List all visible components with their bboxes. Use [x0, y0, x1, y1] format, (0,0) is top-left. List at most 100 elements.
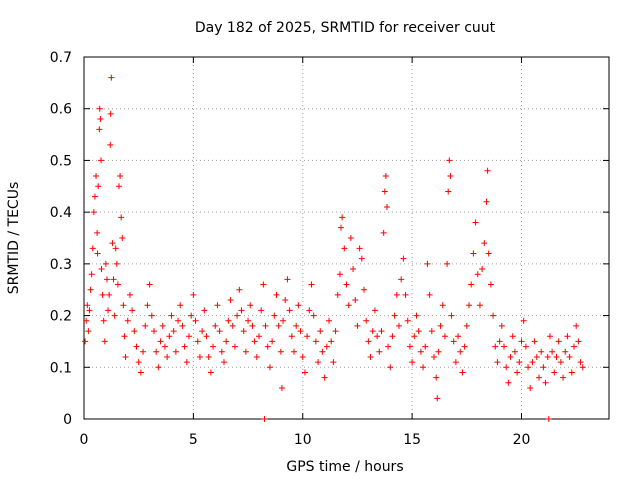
data-point	[525, 364, 532, 371]
data-point	[435, 348, 442, 355]
data-point	[88, 271, 95, 278]
data-point	[291, 348, 297, 355]
data-point	[406, 343, 413, 350]
data-point	[428, 328, 435, 335]
data-point	[374, 333, 381, 340]
data-point	[299, 353, 306, 360]
data-point	[95, 183, 102, 190]
data-point	[177, 302, 184, 309]
data-point	[146, 281, 153, 288]
data-point	[494, 359, 501, 366]
data-point	[398, 276, 405, 283]
y-tick-label: 0.6	[50, 102, 72, 118]
data-point	[553, 353, 560, 360]
data-point	[103, 276, 110, 283]
data-point	[339, 214, 346, 221]
data-point	[183, 359, 190, 366]
data-point	[256, 333, 262, 340]
data-point	[345, 302, 352, 309]
axis-ticks: 0 0.1 0.2 0.3 0.4 0.5 0.6 0.7 0 5 10 15 20	[50, 50, 609, 448]
data-point	[529, 359, 536, 366]
data-point	[573, 322, 580, 329]
data-point	[269, 338, 276, 345]
y-axis-title: SRMTID / TECUs	[6, 182, 22, 295]
data-point	[301, 369, 308, 376]
data-point	[385, 343, 392, 350]
data-point	[97, 116, 104, 123]
data-point	[192, 317, 199, 324]
data-point	[367, 353, 374, 360]
data-point	[555, 338, 562, 345]
data-point	[168, 312, 175, 319]
data-point	[533, 353, 540, 360]
data-point	[579, 364, 586, 371]
data-point	[496, 338, 503, 345]
data-point	[261, 416, 268, 422]
data-point	[542, 379, 549, 386]
data-point	[140, 348, 147, 355]
data-point	[334, 291, 341, 298]
data-point	[417, 348, 424, 355]
data-point	[459, 369, 466, 376]
data-point	[516, 359, 523, 366]
data-point	[354, 322, 361, 329]
data-point	[161, 343, 168, 350]
data-point	[227, 297, 234, 304]
data-point	[109, 240, 116, 247]
data-point	[347, 235, 354, 241]
data-point	[447, 172, 454, 179]
data-point	[102, 260, 109, 267]
data-point	[188, 312, 195, 319]
data-point	[371, 307, 378, 314]
data-point	[381, 188, 388, 195]
data-point	[474, 271, 481, 278]
data-point	[463, 322, 470, 329]
data-point	[540, 364, 547, 371]
data-point	[264, 343, 271, 350]
x-tick-label: 5	[189, 432, 198, 448]
data-point	[411, 333, 418, 340]
x-tick-label: 10	[294, 432, 312, 448]
data-point	[336, 271, 343, 278]
data-point	[96, 126, 103, 133]
y-tick-label: 0.2	[50, 309, 72, 325]
data-point	[304, 333, 311, 340]
data-point	[424, 260, 431, 267]
data-point	[433, 374, 440, 381]
data-point	[271, 312, 278, 319]
data-point	[120, 302, 127, 309]
data-point	[330, 359, 337, 366]
data-point	[380, 229, 387, 236]
data-point	[190, 291, 197, 298]
data-point	[118, 214, 125, 221]
x-tick-label: 0	[80, 432, 89, 448]
data-point	[492, 343, 499, 350]
data-point	[538, 348, 545, 355]
data-point	[106, 291, 113, 298]
data-point	[110, 276, 117, 283]
data-point	[415, 328, 422, 335]
data-point	[98, 266, 105, 273]
data-point	[571, 343, 577, 350]
data-point	[194, 338, 201, 345]
data-point	[317, 328, 324, 335]
data-point	[564, 333, 571, 340]
data-point	[468, 281, 475, 288]
data-point	[84, 302, 91, 309]
data-point	[400, 255, 407, 262]
data-point	[234, 312, 241, 319]
data-point	[207, 369, 214, 376]
data-point	[249, 322, 256, 329]
data-point	[568, 369, 575, 376]
y-tick-label: 0.5	[50, 153, 72, 169]
data-point	[402, 291, 409, 298]
data-point	[93, 172, 100, 179]
data-point	[363, 317, 370, 324]
data-point	[531, 338, 538, 345]
data-point	[175, 317, 182, 324]
data-point	[352, 297, 359, 304]
data-point	[445, 188, 452, 195]
data-point	[319, 348, 326, 355]
data-point	[94, 229, 101, 236]
